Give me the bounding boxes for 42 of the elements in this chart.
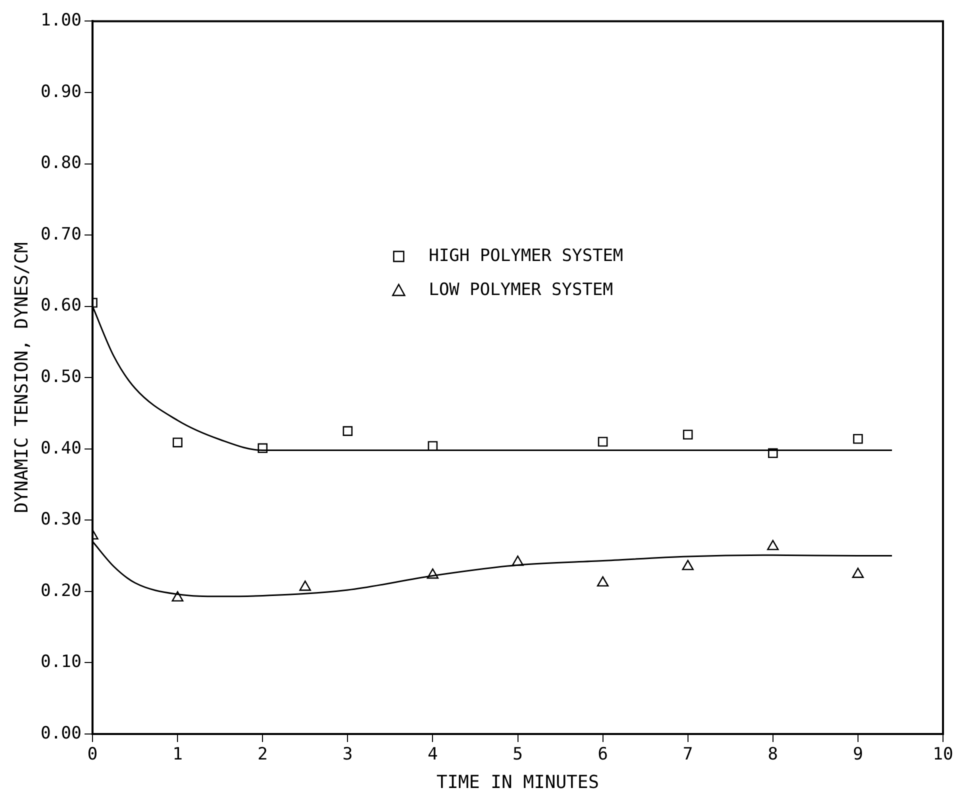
point [258,443,268,454]
point [512,556,524,566]
x-tick-label: 7 [682,744,693,765]
y-tick-label: 0.30 [40,510,82,530]
point [682,560,694,570]
point [426,568,439,579]
point [768,448,778,458]
point [598,436,608,447]
point [682,430,693,440]
y-tick-label: 0.20 [40,580,82,601]
x-tick-label: 3 [342,744,353,765]
point [852,568,864,578]
x-tick-label: 10 [932,744,954,765]
x-tick-label: 8 [768,744,778,765]
y-tick-label: 0.60 [40,296,82,316]
x-tick-label: 6 [598,744,608,765]
x-tick-label: 1 [172,744,183,765]
y-tick-label: 0.90 [40,82,82,102]
y-tick-label: 0.40 [40,438,82,458]
legend-label: LOW POLYMER SYSTEM [428,280,613,300]
point [172,438,182,448]
point [853,434,863,444]
x-tick-label: 4 [428,744,438,765]
y-tick-label: 1.00 [40,10,82,31]
point [172,591,184,602]
y-axis-title: DYNAMIC TENSION, DYNES/CM [11,242,32,514]
y-tick-label: 0.10 [40,652,82,672]
legend-label: HIGH POLYMER SYSTEM [428,246,624,266]
x-tick-label: 2 [258,744,268,765]
point [299,580,311,591]
point [342,426,353,436]
x-tick-label: 5 [512,744,523,765]
point [767,540,779,550]
y-tick-label: 0.70 [40,224,82,244]
x-axis-title: TIME IN MINUTES [436,772,600,793]
y-tick-label: 0.80 [40,153,82,174]
x-tick-label: 9 [852,744,864,765]
point [428,441,438,451]
point [596,576,609,587]
y-tick-label: 0.00 [40,723,82,744]
y-tick-label: 0.50 [40,367,82,388]
x-tick-label: 0 [87,744,98,765]
